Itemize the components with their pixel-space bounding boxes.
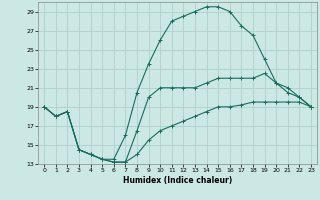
X-axis label: Humidex (Indice chaleur): Humidex (Indice chaleur) xyxy=(123,176,232,185)
